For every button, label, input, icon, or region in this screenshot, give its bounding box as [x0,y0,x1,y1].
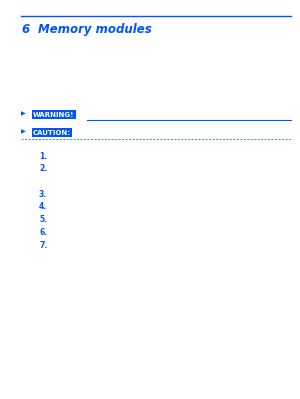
Text: 1.: 1. [39,152,47,161]
Text: WARNING!: WARNING! [33,112,74,118]
Text: 5.: 5. [39,215,47,224]
Text: 7.: 7. [39,241,47,250]
Text: 2.: 2. [39,164,47,174]
Text: CAUTION:: CAUTION: [33,130,71,136]
Text: 6.: 6. [39,228,47,237]
Text: Memory modules: Memory modules [38,23,151,36]
Text: 4.: 4. [39,202,47,211]
Text: 6: 6 [21,23,29,36]
Text: ▶: ▶ [21,112,26,117]
Text: 3.: 3. [39,190,47,199]
Text: ▶: ▶ [21,130,26,135]
